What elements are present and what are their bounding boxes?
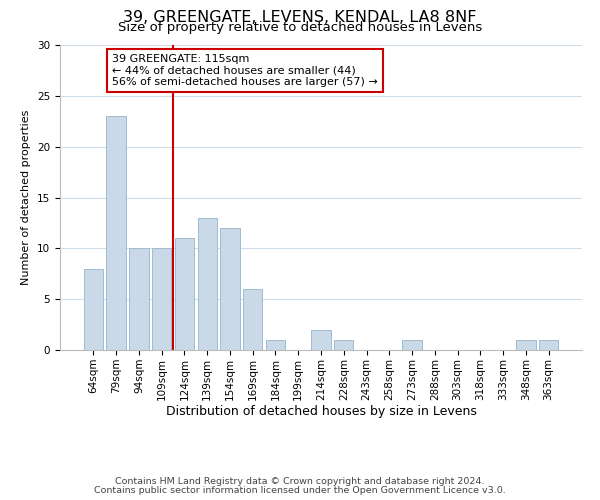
Bar xyxy=(516,340,536,350)
X-axis label: Distribution of detached houses by size in Levens: Distribution of detached houses by size … xyxy=(166,406,476,418)
Bar xyxy=(197,218,217,350)
Text: Contains public sector information licensed under the Open Government Licence v3: Contains public sector information licen… xyxy=(94,486,506,495)
Bar xyxy=(129,248,149,350)
Bar xyxy=(311,330,331,350)
Bar xyxy=(152,248,172,350)
Text: 39, GREENGATE, LEVENS, KENDAL, LA8 8NF: 39, GREENGATE, LEVENS, KENDAL, LA8 8NF xyxy=(123,10,477,25)
Bar xyxy=(539,340,558,350)
Bar xyxy=(220,228,239,350)
Bar xyxy=(84,268,103,350)
Text: 39 GREENGATE: 115sqm
← 44% of detached houses are smaller (44)
56% of semi-detac: 39 GREENGATE: 115sqm ← 44% of detached h… xyxy=(112,54,378,88)
Bar xyxy=(106,116,126,350)
Bar xyxy=(403,340,422,350)
Bar xyxy=(175,238,194,350)
Text: Size of property relative to detached houses in Levens: Size of property relative to detached ho… xyxy=(118,21,482,34)
Text: Contains HM Land Registry data © Crown copyright and database right 2024.: Contains HM Land Registry data © Crown c… xyxy=(115,477,485,486)
Bar xyxy=(334,340,353,350)
Bar xyxy=(243,289,262,350)
Y-axis label: Number of detached properties: Number of detached properties xyxy=(22,110,31,285)
Bar xyxy=(266,340,285,350)
